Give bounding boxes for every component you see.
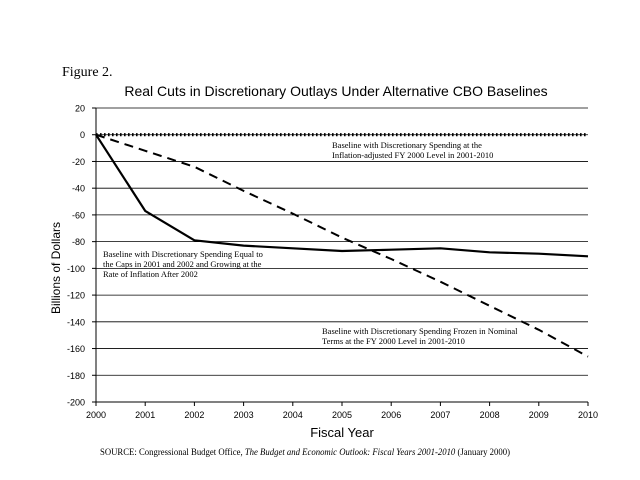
x-tick-label: 2008 — [480, 410, 500, 420]
x-tick-label: 2000 — [86, 410, 106, 420]
y-tick-label: -100 — [67, 264, 85, 274]
y-tick-label: -40 — [72, 184, 85, 194]
y-tick-label: 20 — [75, 104, 85, 114]
annotation-dotted-line: Baseline with Discretionary Spending at … — [332, 140, 482, 150]
axes — [92, 107, 589, 406]
x-tick-label: 2003 — [234, 410, 254, 420]
gridlines — [96, 107, 588, 376]
series-line-dashed — [95, 133, 589, 358]
source-suffix: (January 2000) — [455, 447, 510, 458]
source-note: SOURCE: Congressional Budget Office, The… — [100, 447, 510, 458]
series-line-solid — [95, 134, 589, 258]
annotation-dashed-line: Terms at the FY 2000 Level in 2001-2010 — [322, 336, 465, 346]
annotation-solid-line: Baseline with Discretionary Spending Equ… — [103, 249, 263, 259]
x-tick-label: 2007 — [430, 410, 450, 420]
source-title: The Budget and Economic Outlook: Fiscal … — [245, 448, 456, 458]
y-tick-label: -120 — [67, 291, 85, 301]
annotation-solid-line: Rate of Inflation After 2002 — [103, 269, 198, 279]
y-tick-labels: 20 0 -20 -40 -60 -80 -100 -120 -140 -160 -180 -200 — [67, 104, 85, 408]
y-tick-label: -20 — [72, 157, 85, 167]
series-lines — [95, 133, 589, 358]
figure-label: Figure 2. — [62, 65, 113, 80]
y-tick-label: -60 — [72, 210, 85, 220]
x-tick-label: 2004 — [283, 410, 303, 420]
x-tick-label: 2006 — [381, 410, 401, 420]
x-tick-label: 2010 — [578, 410, 598, 420]
annotation-solid-line: the Caps in 2001 and 2002 and Growing at… — [103, 259, 262, 269]
x-tick-label: 2009 — [529, 410, 549, 420]
source-prefix: SOURCE: Congressional Budget Office, — [100, 447, 245, 458]
y-tick-label: -140 — [67, 317, 85, 327]
y-tick-label: -200 — [67, 398, 85, 408]
x-tick-label: 2002 — [184, 410, 204, 420]
y-tick-label: -80 — [72, 237, 85, 247]
y-axis-label: Billions of Dollars — [49, 222, 63, 314]
series-annotations: Baseline with Discretionary Spending at … — [103, 140, 518, 346]
y-tick-label: -160 — [67, 344, 85, 354]
y-tick-label: -180 — [67, 371, 85, 381]
annotation-dashed-line: Baseline with Discretionary Spending Fro… — [322, 326, 518, 336]
y-tick-label: 0 — [80, 130, 85, 140]
x-tick-labels: 2000 2001 2002 2003 2004 2005 2006 2007 2008 2009… — [86, 410, 598, 420]
chart-title: Real Cuts in Discretionary Outlays Under… — [124, 83, 547, 99]
annotation-dotted-line: Inflation-adjusted FY 2000 Level in 2001… — [332, 150, 493, 160]
x-tick-label: 2005 — [332, 410, 352, 420]
x-axis-label: Fiscal Year — [310, 425, 374, 440]
x-tick-label: 2001 — [135, 410, 155, 420]
